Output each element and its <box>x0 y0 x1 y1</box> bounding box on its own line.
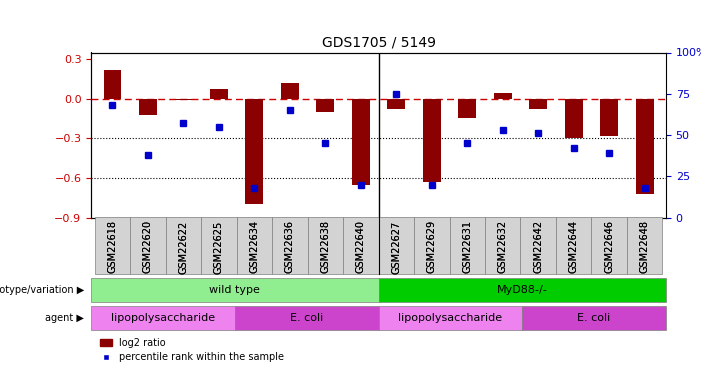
Text: GSM22640: GSM22640 <box>356 220 366 273</box>
Text: E. coli: E. coli <box>578 313 611 323</box>
FancyBboxPatch shape <box>130 217 165 274</box>
FancyBboxPatch shape <box>235 306 379 330</box>
Text: GSM22636: GSM22636 <box>285 220 295 273</box>
Bar <box>352 99 369 184</box>
Text: GSM22638: GSM22638 <box>320 220 330 273</box>
Text: GSM22618: GSM22618 <box>107 220 118 273</box>
Text: GSM22629: GSM22629 <box>427 220 437 273</box>
FancyBboxPatch shape <box>308 217 343 274</box>
Text: agent ▶: agent ▶ <box>46 313 84 323</box>
Bar <box>636 99 653 194</box>
Text: E. coli: E. coli <box>290 313 323 323</box>
Text: GSM22631: GSM22631 <box>462 220 472 273</box>
Text: GSM22631: GSM22631 <box>462 220 472 273</box>
FancyBboxPatch shape <box>449 217 485 274</box>
Text: GSM22634: GSM22634 <box>250 220 259 273</box>
Text: GSM22644: GSM22644 <box>569 220 579 273</box>
Text: MyD88-/-: MyD88-/- <box>497 285 547 295</box>
Text: GSM22618: GSM22618 <box>107 220 118 273</box>
Bar <box>388 99 405 109</box>
Text: GSM22622: GSM22622 <box>178 220 189 273</box>
Text: GSM22625: GSM22625 <box>214 220 224 273</box>
FancyBboxPatch shape <box>91 278 379 302</box>
Text: GSM22642: GSM22642 <box>533 220 543 273</box>
FancyBboxPatch shape <box>379 217 414 274</box>
Text: GSM22648: GSM22648 <box>639 220 650 273</box>
Text: lipopolysaccharide: lipopolysaccharide <box>398 313 503 323</box>
Text: GSM22620: GSM22620 <box>143 220 153 273</box>
Text: GSM22642: GSM22642 <box>533 220 543 273</box>
Bar <box>210 90 228 99</box>
Bar <box>565 99 583 138</box>
Bar <box>529 99 547 109</box>
FancyBboxPatch shape <box>379 278 666 302</box>
Bar <box>423 99 441 182</box>
FancyBboxPatch shape <box>95 217 130 274</box>
Text: GSM22632: GSM22632 <box>498 220 508 273</box>
Legend: log2 ratio, percentile rank within the sample: log2 ratio, percentile rank within the s… <box>96 334 288 366</box>
Text: lipopolysaccharide: lipopolysaccharide <box>111 313 215 323</box>
FancyBboxPatch shape <box>201 217 237 274</box>
Text: GSM22644: GSM22644 <box>569 220 579 273</box>
Text: wild type: wild type <box>210 285 260 295</box>
Text: GSM22632: GSM22632 <box>498 220 508 273</box>
Text: GSM22620: GSM22620 <box>143 220 153 273</box>
Bar <box>316 99 334 112</box>
Text: GSM22634: GSM22634 <box>250 220 259 273</box>
Text: GSM22622: GSM22622 <box>178 220 189 273</box>
FancyBboxPatch shape <box>556 217 592 274</box>
Bar <box>175 99 192 100</box>
FancyBboxPatch shape <box>165 217 201 274</box>
FancyBboxPatch shape <box>343 217 379 274</box>
Bar <box>281 83 299 99</box>
Text: GSM22627: GSM22627 <box>391 220 401 273</box>
Text: GSM22646: GSM22646 <box>604 220 614 273</box>
Bar <box>600 99 618 136</box>
FancyBboxPatch shape <box>627 217 662 274</box>
FancyBboxPatch shape <box>520 217 556 274</box>
FancyBboxPatch shape <box>592 217 627 274</box>
Bar <box>494 93 512 99</box>
Bar <box>245 99 263 204</box>
Text: GSM22640: GSM22640 <box>356 220 366 273</box>
Text: GSM22629: GSM22629 <box>427 220 437 273</box>
Bar <box>458 99 476 118</box>
Text: GSM22627: GSM22627 <box>391 220 401 273</box>
Text: GSM22638: GSM22638 <box>320 220 330 273</box>
Text: GSM22625: GSM22625 <box>214 220 224 273</box>
FancyBboxPatch shape <box>414 217 449 274</box>
Title: GDS1705 / 5149: GDS1705 / 5149 <box>322 36 435 50</box>
Text: GSM22646: GSM22646 <box>604 220 614 273</box>
FancyBboxPatch shape <box>485 217 520 274</box>
Bar <box>104 70 121 99</box>
Text: GSM22636: GSM22636 <box>285 220 295 273</box>
FancyBboxPatch shape <box>522 306 666 330</box>
FancyBboxPatch shape <box>237 217 272 274</box>
FancyBboxPatch shape <box>379 306 522 330</box>
Text: GSM22648: GSM22648 <box>639 220 650 273</box>
FancyBboxPatch shape <box>272 217 308 274</box>
FancyBboxPatch shape <box>91 306 235 330</box>
Text: genotype/variation ▶: genotype/variation ▶ <box>0 285 84 295</box>
Bar <box>139 99 157 114</box>
